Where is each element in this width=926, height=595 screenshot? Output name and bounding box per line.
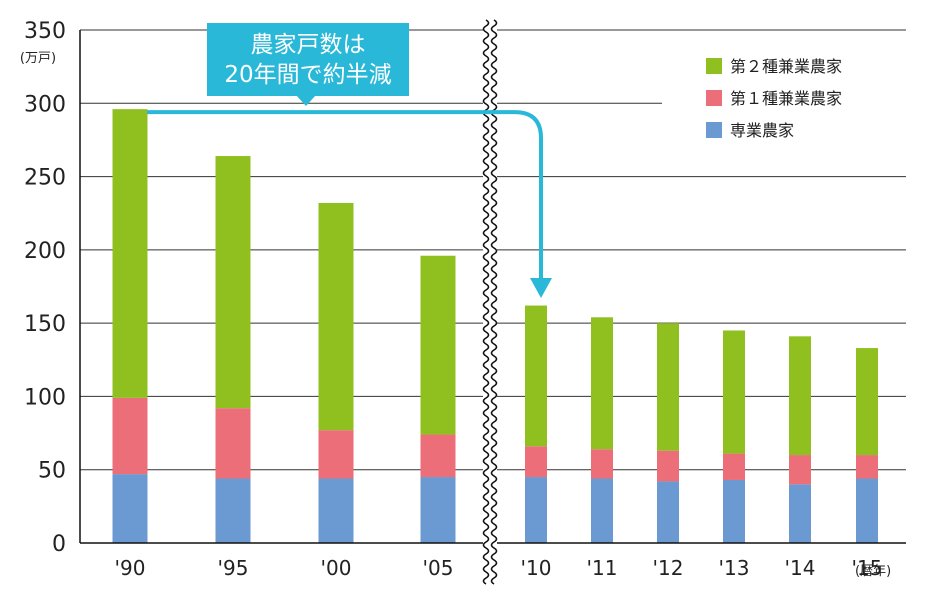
bar-segment [112, 109, 148, 398]
bar-segment [657, 323, 679, 451]
bar-segment [318, 478, 354, 543]
break-line [482, 19, 490, 585]
x-tick-label: '11 [587, 556, 618, 580]
axis-break-marker [482, 19, 498, 585]
y-tick-label: 300 [24, 92, 66, 117]
bar-segment [723, 479, 745, 543]
y-tick-label: 200 [24, 239, 66, 264]
legend-swatch [706, 122, 722, 138]
y-tick-label: 50 [38, 459, 66, 484]
bar-segment [420, 255, 456, 435]
bar-segment [856, 478, 878, 543]
bar-segment [215, 478, 251, 543]
y-tick-label: 150 [24, 312, 66, 337]
bar-segment [723, 330, 745, 454]
y-tick-label: 350 [24, 19, 66, 44]
legend-swatch [706, 58, 722, 74]
bar-segment [318, 430, 354, 479]
legend-swatch [706, 90, 722, 106]
bar-segment [657, 450, 679, 482]
bar-segment [789, 484, 811, 543]
x-tick-label: '15 [852, 556, 883, 580]
bar-segment [525, 477, 547, 543]
x-tick-label: '14 [785, 556, 816, 580]
bar-segment [789, 336, 811, 456]
x-tick-label: '95 [218, 556, 249, 580]
x-tick-label: '13 [719, 556, 750, 580]
axes: 0 50 100 150 200 250 300 350 (万戸) '90 '95 '00 '05 '10… [20, 19, 906, 580]
bar-segment [856, 348, 878, 456]
bar-segment [420, 434, 456, 478]
callout-pointer [296, 95, 316, 106]
legend-label: 第１種兼業農家 [730, 89, 842, 108]
y-tick-label: 0 [52, 532, 66, 557]
x-unit-label: (暦年) [855, 564, 891, 579]
bar-segment [112, 397, 148, 475]
bar-segment [723, 453, 745, 480]
callout-arrow-line [147, 110, 543, 280]
break-line [490, 19, 498, 585]
bar-segment [856, 455, 878, 479]
bar-segment [591, 449, 613, 479]
y-unit-label: (万戸) [20, 51, 56, 66]
annotation-callout: 農家戸数は 20年間で約半減 [147, 23, 552, 298]
x-tick-label: '05 [423, 556, 454, 580]
x-tick-label: '12 [653, 556, 684, 580]
x-tick-label: '90 [115, 556, 146, 580]
callout-text: 農家戸数は [251, 32, 366, 58]
bar-segment [420, 477, 456, 543]
y-tick-label: 100 [24, 385, 66, 410]
bar-segment [591, 478, 613, 543]
bar-segment [318, 202, 354, 431]
legend-label: 専業農家 [730, 121, 794, 140]
legend-label: 第２種兼業農家 [730, 57, 842, 76]
callout-box [207, 23, 409, 96]
x-tick-label: '00 [321, 556, 352, 580]
y-tick-label: 250 [24, 166, 66, 191]
bar-segment [525, 446, 547, 478]
x-tick-label: '10 [521, 556, 552, 580]
bar-segment [525, 305, 547, 447]
bar-segment [215, 156, 251, 409]
callout-arrowhead [530, 278, 552, 298]
bars [112, 109, 878, 543]
bar-segment [789, 455, 811, 485]
callout-text: 20年間で約半減 [224, 62, 391, 88]
bar-segment [657, 481, 679, 543]
bar-segment [112, 474, 148, 543]
bar-segment [215, 408, 251, 479]
bar-segment [591, 317, 613, 450]
